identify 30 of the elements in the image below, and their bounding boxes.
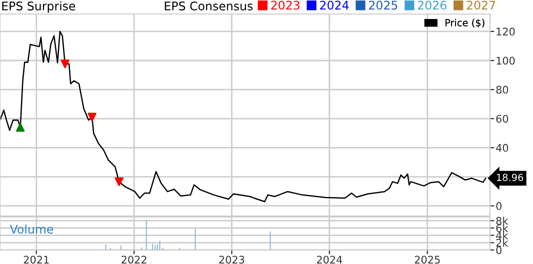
- legend-label: 2027: [466, 0, 496, 10]
- y-tick-label: 4k: [496, 231, 508, 240]
- y-tick-label: 100: [496, 56, 515, 65]
- y-tick-label: 120: [496, 28, 515, 36]
- x-tick-label: 2025: [414, 256, 440, 264]
- point: [88, 112, 96, 122]
- point: [114, 177, 124, 186]
- y-tick-label: 0: [496, 246, 502, 254]
- data-label: 18.96: [496, 174, 524, 182]
- y-tick-label: 80: [496, 86, 508, 94]
- x-tick-label: 2022: [122, 256, 146, 264]
- y-tick-label: 8k: [496, 216, 508, 225]
- x-tick-label: 2023: [219, 256, 244, 264]
- y-tick-label: 2k: [496, 238, 508, 247]
- y-tick-label: 60: [496, 114, 508, 123]
- x-tick-label: 2024: [316, 256, 342, 264]
- legend-label: 2026: [418, 0, 446, 10]
- legend-title: EPS Consensus: [164, 2, 253, 10]
- y-tick-label: 40: [496, 144, 508, 152]
- legend-label: 2023: [271, 0, 300, 10]
- point: [60, 59, 70, 68]
- y-tick-label: 6k: [496, 224, 508, 232]
- y-tick-label: 0: [496, 202, 502, 210]
- point: [16, 122, 25, 132]
- chart-title: EPS Surprise: [2, 1, 76, 13]
- legend-label: 2025: [369, 0, 398, 10]
- x-tick-label: 2021: [24, 256, 49, 264]
- legend-label: 2024: [320, 0, 349, 10]
- legend-label: Price ($): [446, 18, 484, 28]
- annotation: Volume: [10, 224, 54, 234]
